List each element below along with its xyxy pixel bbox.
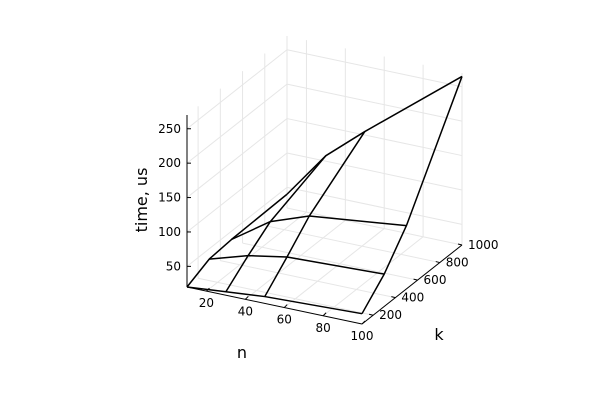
y-tick-label: 400 [401,291,424,305]
z-grid-line [286,83,463,122]
z-grid-line [286,49,463,88]
x-axis-title: n [237,343,247,362]
x-tick-label: 20 [199,296,214,310]
z-grid-line [286,118,463,157]
z-tick-label: 50 [166,259,181,273]
x-tick-mark [244,295,249,300]
z-axis-title: time, us [132,168,151,233]
z-grid-line [186,186,288,267]
z-tick-label: 200 [158,156,181,170]
n-grid-line [322,236,424,317]
surface-line-k [186,286,363,315]
k-grid-line [198,277,374,316]
z-grid-line [186,49,288,130]
z-grid-line [186,152,288,233]
z-grid-line [186,83,288,164]
z-tick-label: 250 [158,122,181,136]
y-tick-label: 600 [424,273,447,287]
surface-line-n [186,193,288,288]
surface-line-k [209,254,385,275]
x-tick-label: 60 [277,313,292,327]
y-axis-line [361,244,463,325]
y-tick-label: 200 [379,308,402,322]
z-grid-line [186,118,288,198]
z-tick-label: 100 [158,225,181,239]
y-tick-mark [413,278,418,281]
y-tick-label: 800 [446,256,469,270]
x-tick-label: 80 [315,321,330,335]
axes-layer [186,115,463,325]
x-tick-mark [322,312,327,317]
x-tick-label: 100 [351,329,374,343]
z-grid-line [286,186,463,225]
surface-line-n [264,131,366,297]
x-axis-line [186,286,363,325]
n-grid-line [206,211,307,292]
z-tick-label: 150 [158,191,181,205]
surface-line-k [286,75,463,195]
y-axis-title: k [434,325,444,344]
k-grid-line [242,242,418,281]
y-tick-mark [435,261,440,264]
grid-layer [186,36,463,325]
surface-layer [186,75,463,315]
y-tick-mark [368,313,374,316]
y-tick-label: 1000 [468,238,499,252]
x-tick-mark [283,304,288,308]
k-grid-line [220,260,396,299]
z-grid-line [286,152,463,191]
surface-line-n [225,155,327,293]
y-tick-mark [391,296,396,299]
surface-line-k [231,215,407,241]
x-tick-mark [206,287,210,292]
n-grid-line [283,228,385,308]
n-grid-line [245,219,346,300]
x-tick-mark [361,320,366,325]
surface-line-n [361,76,463,315]
k-grid-line [264,225,440,264]
y-tick-mark [457,243,463,246]
k-grid-line [286,207,463,246]
x-tick-label: 40 [238,304,253,318]
